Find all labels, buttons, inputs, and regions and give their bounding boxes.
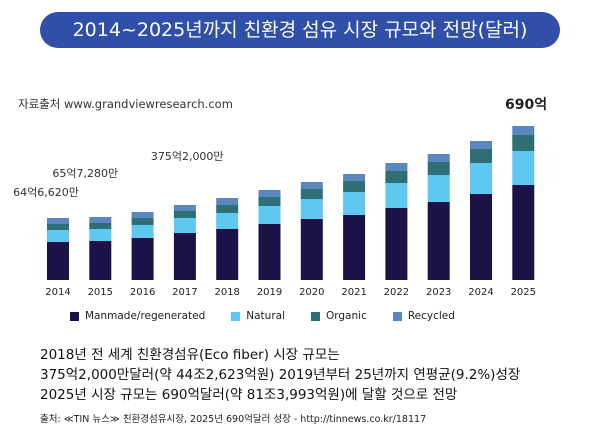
x-tick-2017: 2017 (172, 287, 197, 298)
bar-recycled-2025 (512, 126, 535, 135)
chart-legend: Manmade/regenerated Natural Organic Recy… (70, 306, 540, 326)
bar-recycled-2019 (258, 190, 281, 197)
bar-manmade-2022 (385, 208, 408, 280)
bar-natural-2014 (47, 230, 69, 242)
bar-recycled-2018 (216, 198, 239, 205)
x-tick-2021: 2021 (341, 287, 366, 298)
x-tick-2018: 2018 (214, 287, 239, 298)
bar-recycled-2015 (89, 217, 112, 223)
bar-recycled-2017 (173, 205, 196, 211)
bar-natural-2018 (216, 213, 239, 229)
bar-manmade-2025 (512, 185, 535, 280)
bar-recycled-2023 (427, 154, 450, 162)
source-footer: 출처: ≪TIN 뉴스≫ 친환경섬유시장, 2025년 690억달러 성장 - … (40, 414, 427, 425)
bar-natural-2021 (343, 192, 366, 215)
x-tick-2014: 2014 (45, 287, 70, 298)
description-text: 2018년 전 세계 친환경섬유(Eco fiber) 시장 규모는 375억2… (40, 345, 590, 405)
bar-organic-2015 (89, 223, 112, 229)
description-line-2: 375억2,000만달러(약 44조2,623억원) 2019년부터 25년까지… (40, 367, 521, 383)
annotation-2014: 64억6,620만 (13, 186, 79, 199)
bar-natural-2025 (512, 151, 535, 185)
legend-item-recycled: Recycled (392, 306, 455, 326)
bar-manmade-2016 (131, 238, 154, 280)
bar-manmade-2019 (258, 224, 281, 280)
bar-natural-2019 (258, 206, 281, 224)
bar-organic-2016 (131, 218, 154, 225)
x-tick-2015: 2015 (88, 287, 113, 298)
bar-organic-2022 (385, 171, 408, 183)
bar-manmade-2018 (216, 229, 239, 280)
bar-recycled-2016 (131, 212, 154, 218)
legend-label-natural: Natural (246, 310, 285, 322)
bar-natural-2023 (427, 175, 450, 202)
x-tick-2020: 2020 (299, 287, 324, 298)
bar-natural-2024 (470, 163, 492, 194)
bar-natural-2022 (385, 183, 408, 208)
bar-recycled-2021 (343, 174, 366, 181)
bar-organic-2023 (427, 162, 450, 175)
bar-manmade-2024 (470, 194, 492, 280)
x-tick-2019: 2019 (257, 287, 282, 298)
bar-manmade-2021 (343, 215, 366, 280)
bar-natural-2015 (89, 229, 112, 241)
stacked-bar-chart: 2014 2015 2016 2017 2018 2019 2020 2021 2022 2023… (13, 126, 536, 298)
bar-organic-2014 (47, 224, 69, 230)
x-tick-2016: 2016 (130, 287, 155, 298)
x-tick-2025: 2025 (511, 287, 536, 298)
legend-label-organic: Organic (326, 310, 367, 322)
bar-organic-2021 (343, 181, 366, 192)
source-note: 자료출처 www.grandviewresearch.com (18, 97, 233, 111)
bar-natural-2020 (300, 199, 323, 219)
legend-label-manmade: Manmade/regenerated (85, 310, 206, 322)
annotation-2018: 375억2,000만 (151, 150, 224, 163)
bar-organic-2019 (258, 197, 281, 206)
bar-manmade-2020 (300, 219, 323, 280)
bar-natural-2017 (173, 218, 196, 233)
legend-swatch-manmade (70, 311, 79, 321)
bar-organic-2018 (216, 205, 239, 213)
bar-recycled-2024 (470, 141, 492, 149)
legend-swatch-recycled (392, 311, 402, 321)
bar-manmade-2014 (47, 242, 69, 280)
bar-organic-2017 (173, 211, 196, 218)
bar-organic-2024 (470, 149, 492, 163)
legend-item-manmade: Manmade/regenerated (70, 306, 205, 326)
bar-recycled-2014 (47, 218, 69, 224)
bar-manmade-2015 (89, 241, 112, 280)
legend-swatch-organic (311, 311, 320, 321)
legend-item-organic: Organic (311, 306, 367, 326)
bar-recycled-2022 (385, 163, 408, 171)
legend-item-natural: Natural (231, 306, 285, 326)
x-tick-2022: 2022 (384, 287, 409, 298)
page-title: 2014~2025년까지 친환경 섬유 시장 규모와 전망(달러) (40, 12, 560, 48)
legend-label-recycled: Recycled (407, 310, 455, 322)
legend-swatch-natural (231, 311, 241, 321)
annotation-2025: 690억 (505, 97, 548, 113)
bar-manmade-2017 (173, 233, 196, 280)
bar-manmade-2023 (427, 202, 450, 280)
bar-recycled-2020 (300, 182, 323, 189)
description-line-3: 2025년 시장 규모는 690억달러(약 81조3,993억원)에 달할 것으… (40, 387, 458, 403)
description-line-1: 2018년 전 세계 친환경섬유(Eco fiber) 시장 규모는 (40, 347, 340, 363)
bar-natural-2016 (131, 225, 154, 238)
bar-organic-2025 (512, 135, 535, 151)
x-tick-2024: 2024 (468, 287, 493, 298)
x-tick-2023: 2023 (426, 287, 451, 298)
bar-organic-2020 (300, 189, 323, 199)
annotation-2015: 65억7,280만 (52, 167, 118, 180)
